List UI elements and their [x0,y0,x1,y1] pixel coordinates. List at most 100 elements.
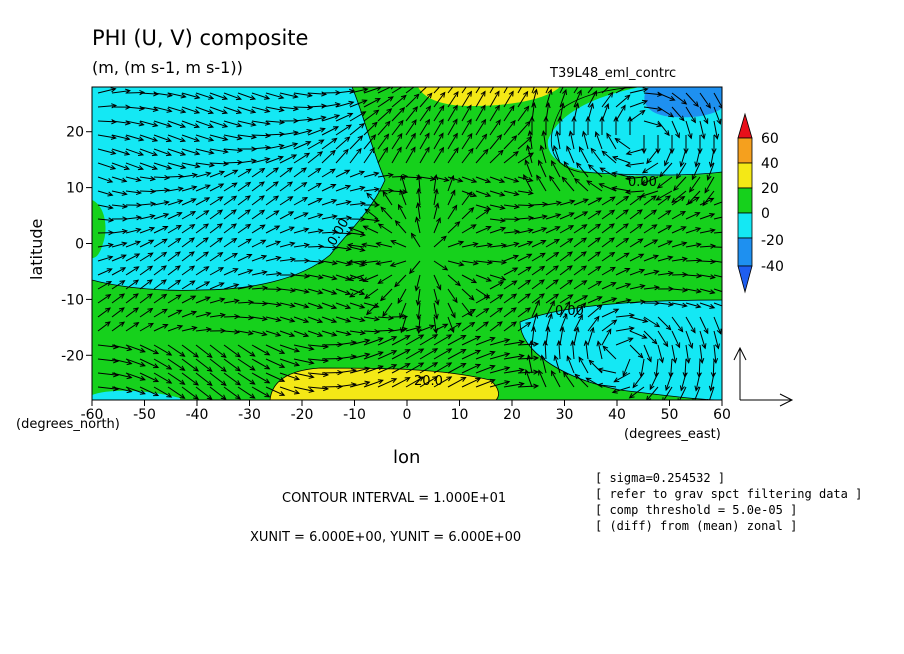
wind-vector [689,176,701,193]
wind-vector [615,209,629,220]
wind-vector [615,94,630,108]
wind-vector [447,322,462,332]
wind-vector [405,362,424,374]
wind-vector-head [667,270,674,277]
wind-vector [279,372,300,380]
wind-vector [209,344,227,358]
wind-vector-head [627,337,634,343]
wind-vector [223,386,241,400]
wind-vector [111,90,130,94]
wind-vector-head [429,176,436,182]
wind-vector [377,350,397,360]
wind-vector [111,372,132,379]
wind-vector-head [164,187,171,193]
wind-vector-head [397,203,403,210]
colorbar-bin [737,212,753,239]
wind-vector-head [639,109,646,116]
wind-vector [111,204,127,208]
colorbar: 60 40 20 0 -20 -40 [737,112,784,294]
wind-vector-head [151,151,158,157]
wind-vector [167,224,182,234]
wind-vector-head [106,268,113,274]
wind-vector [125,241,141,248]
wind-vector [671,258,687,262]
wind-vector [601,282,616,290]
wind-vector-head [356,147,362,154]
wind-vector-head [107,255,114,261]
wind-vector [629,330,647,339]
wind-vector-head [518,353,525,359]
wind-vector [167,92,186,98]
wind-vector [307,128,325,136]
y-tick-label: -10 [61,292,84,308]
wind-vector [545,201,561,206]
wind-vector [363,87,382,94]
wind-vector [489,134,502,150]
wind-vector [111,344,132,351]
wind-vector [321,215,337,220]
wind-vector [251,106,270,113]
wind-vector [541,355,547,374]
wind-vector-head [194,150,201,156]
wind-vector [713,274,722,278]
wind-vector [209,282,224,290]
wind-vector [475,204,491,210]
wind-vector [181,372,199,386]
wind-vector [293,372,314,378]
wind-vector [598,384,617,388]
wind-vector [125,358,146,367]
wind-vector-head [126,374,133,380]
wind-vector [566,356,575,374]
wind-vector [542,131,547,150]
wind-vector-head [434,202,440,209]
wind-vector [237,195,251,206]
wind-vector [181,148,200,155]
wind-vector-head [529,115,535,122]
wind-vector-head [563,160,569,167]
wind-vector-head [690,327,696,334]
wind-vector-head [119,280,126,286]
wind-vector-head [274,240,282,246]
wind-vector-head [331,199,338,205]
wind-vector-head [533,341,540,347]
wind-vector [153,201,169,206]
wind-vector-head [194,108,201,114]
wind-vector-head [411,119,417,126]
wind-vector-head [362,277,369,283]
wind-vector [223,358,241,372]
wind-vector-head [637,352,644,359]
wind-vector-head [386,108,393,114]
wind-vector [475,119,486,136]
wind-vector-head [190,295,197,301]
y-tick-label: -20 [61,348,84,364]
wind-vector [447,175,454,192]
wind-vector [433,323,448,332]
wind-vector [251,316,267,320]
wind-vector-head [235,109,243,114]
wind-vector [111,358,132,365]
wind-vector-head [331,260,338,266]
wind-vector-head [567,294,574,300]
wind-vector-head [518,339,525,345]
wind-vector [419,348,438,360]
wind-vector [265,372,285,382]
wind-vector [561,176,575,192]
wind-vector [167,212,182,220]
wind-vector [559,301,571,318]
wind-vector-head [596,197,603,203]
wind-vector-head [641,99,649,105]
wind-vector [237,92,256,100]
wind-vector-head [345,317,352,323]
wind-vector [545,239,560,248]
unit-scale: XUNIT = 6.000E+00, YUNIT = 6.000E+00 [250,530,521,545]
wind-vector-head [625,283,632,288]
wind-vector-head [236,135,243,141]
colorbar-label: -20 [761,233,784,249]
wind-vector [643,270,659,276]
wind-vector-head [652,254,660,260]
wind-vector [391,175,408,178]
wind-vector-head [518,381,525,387]
wind-vector [293,330,309,337]
wind-vector-head [434,299,440,306]
wind-vector-head [206,380,213,386]
